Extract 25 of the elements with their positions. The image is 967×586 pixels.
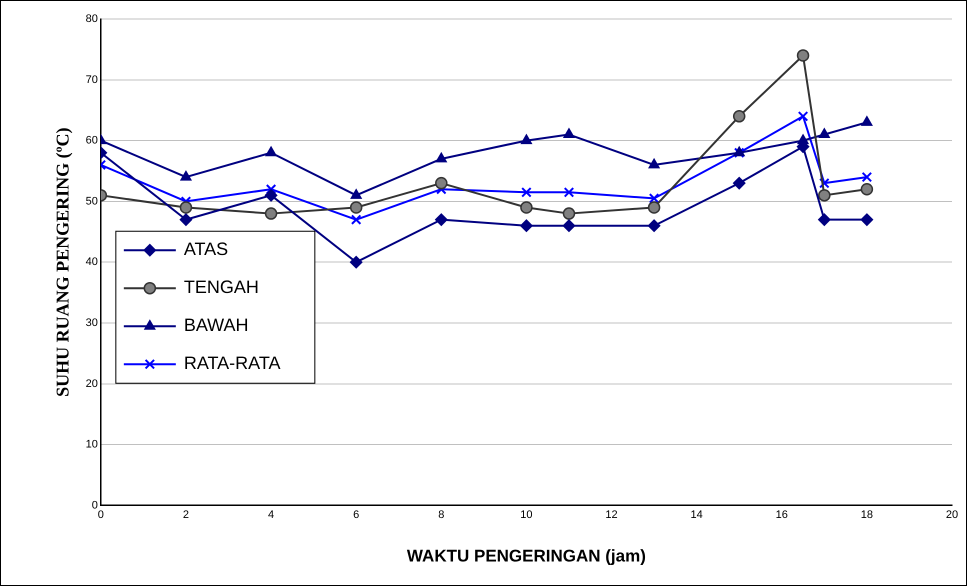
y-axis-title: SUHU RUANG PENGERING (ºC)	[52, 127, 72, 397]
x-axis-title: WAKTU PENGERINGAN (jam)	[406, 546, 646, 566]
legend-label: TENGAH	[184, 277, 259, 298]
x-tick-label: 14	[690, 509, 703, 522]
y-tick-label: 10	[86, 438, 98, 451]
x-tick-label: 10	[520, 509, 533, 522]
y-tick-label: 50	[86, 195, 98, 208]
y-tick-label: 0	[92, 499, 98, 512]
y-tick-label: 40	[86, 256, 98, 268]
x-tick-label: 2	[182, 509, 190, 522]
y-tick-label: 20	[86, 378, 98, 390]
x-tick-label: 8	[438, 509, 444, 522]
x-tick-label: 4	[268, 509, 274, 522]
y-tick-label: 30	[86, 317, 98, 330]
legend-label: BAWAH	[184, 315, 249, 336]
legend-label: RATA-RATA	[184, 353, 281, 374]
x-tick-label: 12	[605, 509, 618, 522]
y-tick-label: 80	[86, 13, 98, 26]
y-tick-label: 60	[86, 134, 98, 147]
x-tick-label: 20	[946, 509, 958, 522]
y-tick-label: 70	[86, 74, 98, 86]
x-tick-label: 6	[353, 509, 360, 522]
x-tick-label: 18	[860, 509, 874, 522]
legend-label: ATAS	[184, 239, 228, 260]
x-tick-label: 16	[776, 509, 788, 522]
